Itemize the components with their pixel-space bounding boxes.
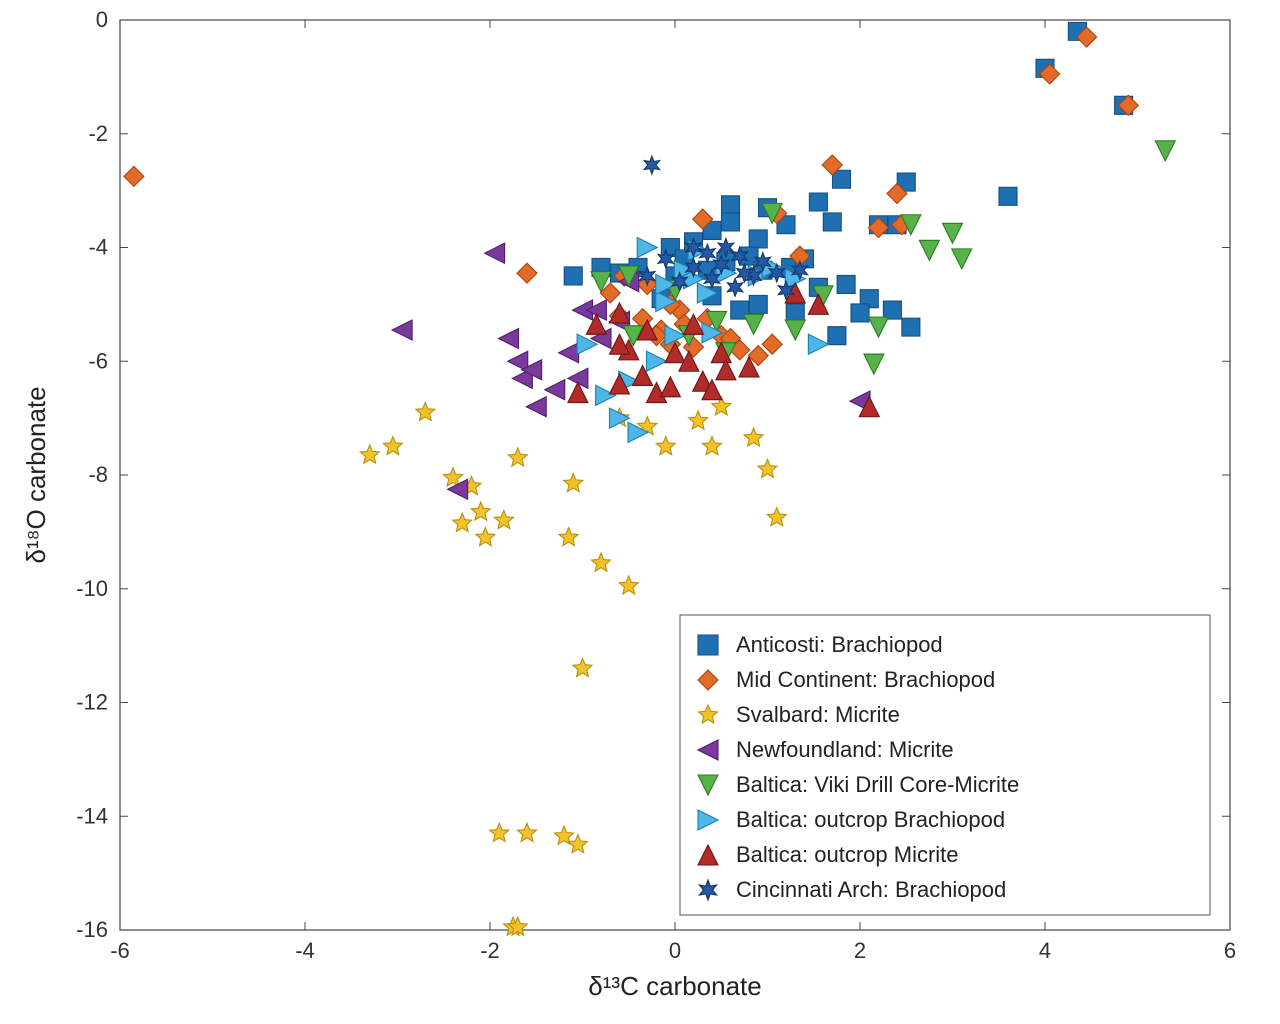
svg-text:Baltica: outcrop Brachiopod: Baltica: outcrop Brachiopod [736, 807, 1005, 832]
svg-text:Mid Continent: Brachiopod: Mid Continent: Brachiopod [736, 667, 995, 692]
svg-text:Baltica: Viki Drill Core-Micri: Baltica: Viki Drill Core-Micrite [736, 772, 1019, 797]
svg-text:6: 6 [1224, 938, 1236, 963]
svg-text:δ¹³C carbonate: δ¹³C carbonate [588, 971, 761, 1001]
series [124, 27, 1138, 366]
scatter-chart: -6 -4 -2 0 2 4 6 -16 -14 -12 -10 -8 -6 -4 -2 0 δ¹³C carb… [0, 0, 1280, 1024]
svg-text:-2: -2 [480, 938, 500, 963]
svg-text:2: 2 [854, 938, 866, 963]
svg-text:-4: -4 [295, 938, 315, 963]
svg-text:Svalbard: Micrite: Svalbard: Micrite [736, 702, 900, 727]
svg-text:-2: -2 [88, 121, 108, 146]
svg-text:Cincinnati Arch: Brachiopod: Cincinnati Arch: Brachiopod [736, 877, 1006, 902]
svg-text:-6: -6 [88, 348, 108, 373]
svg-text:4: 4 [1039, 938, 1051, 963]
svg-text:0: 0 [669, 938, 681, 963]
svg-text:-6: -6 [110, 938, 130, 963]
svg-text:-4: -4 [88, 235, 108, 260]
svg-text:0: 0 [96, 7, 108, 32]
svg-text:δ¹⁸O carbonate: δ¹⁸O carbonate [21, 386, 51, 563]
svg-text:Baltica: outcrop Micrite: Baltica: outcrop Micrite [736, 842, 959, 867]
svg-text:-10: -10 [76, 576, 108, 601]
svg-text:-12: -12 [76, 690, 108, 715]
series [568, 283, 879, 417]
svg-text:Newfoundland: Micrite: Newfoundland: Micrite [736, 737, 954, 762]
svg-text:-14: -14 [76, 803, 108, 828]
svg-text:-16: -16 [76, 917, 108, 942]
chart-container: -6 -4 -2 0 2 4 6 -16 -14 -12 -10 -8 -6 -4 -2 0 δ¹³C carb… [0, 0, 1280, 1024]
legend: Anticosti: Brachiopod Mid Continent: Brac… [680, 615, 1210, 915]
svg-text:Anticosti: Brachiopod: Anticosti: Brachiopod [736, 632, 943, 657]
svg-text:-8: -8 [88, 462, 108, 487]
